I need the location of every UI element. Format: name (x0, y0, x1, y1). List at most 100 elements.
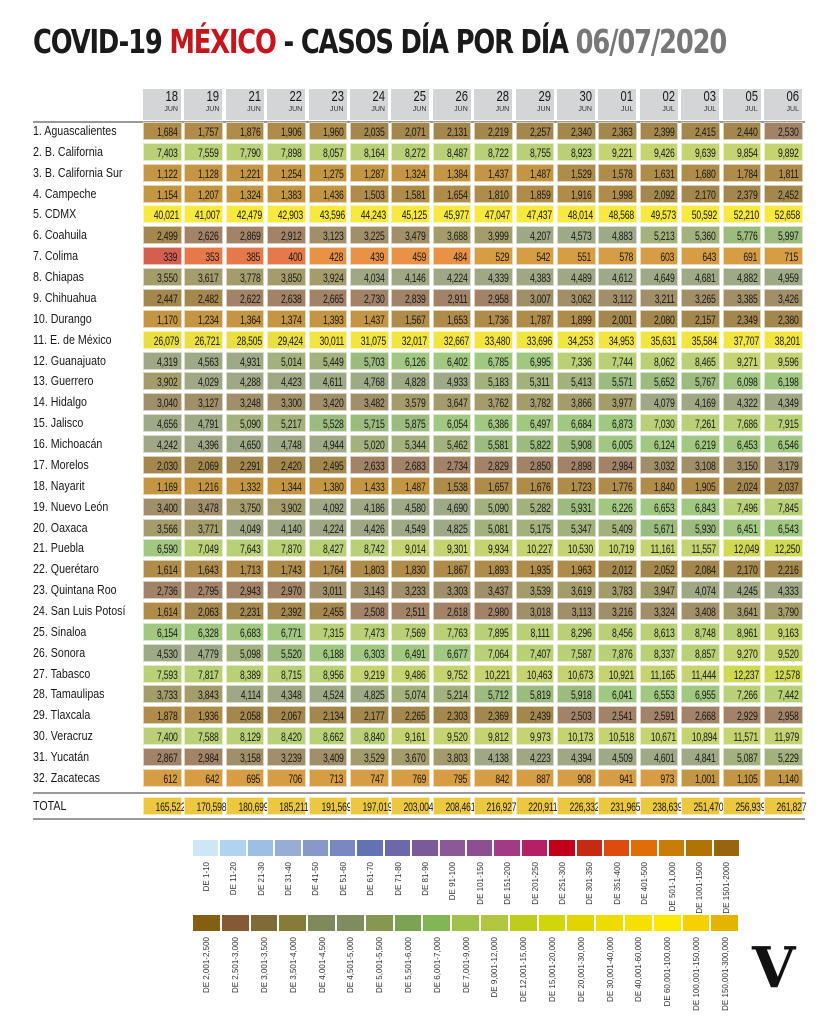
table-cell: 31,075 (350, 330, 389, 349)
cell-value: 2,134 (322, 709, 344, 724)
table-cell: 8,840 (350, 727, 389, 746)
cell-value: 3,566 (156, 521, 178, 536)
cell-value: 4,825 (363, 688, 385, 703)
cell-value: 7,559 (198, 145, 219, 160)
table-cell: 2,499 (143, 226, 182, 245)
table-cell: 5,213 (639, 226, 679, 245)
table-cell: 3,688 (432, 226, 472, 245)
table-cell: 7,315 (308, 622, 348, 641)
cell-value: 10,921 (609, 667, 635, 682)
table-cell: 5,997 (764, 226, 803, 245)
header-day: 06 (786, 88, 799, 105)
header-day: 02 (662, 88, 675, 105)
row-label: 17. Morelos (33, 456, 89, 472)
table-cell: 1,803 (350, 560, 389, 579)
row-label: 28. Tamaulipas (33, 686, 105, 702)
table-cell: 52,210 (722, 205, 762, 224)
table-cell: 3,647 (432, 393, 472, 412)
table-cell: 8,662 (308, 727, 348, 746)
legend-swatch (423, 915, 451, 931)
table-cell: 6,402 (432, 351, 472, 370)
cell-value: 4,114 (240, 688, 261, 703)
cell-value: 7,790 (239, 145, 261, 160)
table-cell: 4,207 (515, 226, 555, 245)
legend-swatch (494, 840, 520, 856)
cell-value: 3,733 (156, 688, 178, 703)
table-cell: 1,657 (474, 476, 513, 495)
cell-value: 5,175 (529, 521, 551, 536)
cell-value: 2,063 (198, 605, 219, 619)
legend-label: DE 41-50 (311, 862, 321, 896)
table-cell: 5,183 (474, 372, 513, 391)
cell-value: 5,930 (695, 521, 716, 536)
cell-value: 1,657 (488, 479, 509, 494)
cell-value: 4,524 (322, 688, 344, 703)
table-cell: 3,225 (350, 226, 389, 245)
table-cell: 4,580 (391, 497, 430, 516)
row-label: 19. Nuevo León (33, 498, 109, 514)
cell-value: 6,054 (446, 417, 468, 432)
cell-value: 2,052 (653, 563, 675, 578)
cell-value: 3,426 (777, 291, 799, 306)
legend-swatch (658, 840, 685, 856)
table-cell: 6,041 (598, 685, 637, 704)
cell-value: 3,924 (322, 271, 344, 286)
cell-value: 3,550 (156, 271, 178, 286)
table-cell: 2,668 (681, 706, 720, 725)
table-cell: 8,956 (308, 664, 348, 683)
cell-value: 52,210 (733, 208, 759, 223)
table-cell: 3,999 (474, 226, 513, 245)
cell-value: 6,226 (612, 500, 633, 515)
table-cell: 2,495 (308, 455, 348, 474)
table-cell: 3,478 (184, 497, 223, 516)
table-cell: 941 (598, 768, 637, 787)
cell-value: 11,165 (650, 667, 675, 682)
cell-value: 9,014 (405, 542, 426, 557)
table-cell: 1,538 (432, 476, 472, 495)
table-cell: 4,339 (474, 268, 513, 287)
table-cell: 1,169 (143, 476, 182, 495)
table-cell: 6,995 (515, 351, 555, 370)
legend-swatch (275, 840, 301, 856)
cell-value: 4,383 (529, 271, 551, 286)
cell-value: 49,573 (650, 208, 676, 223)
cell-value: 6,546 (777, 438, 799, 453)
table-cell: 3,866 (557, 393, 596, 412)
cell-value: 1,906 (281, 125, 302, 139)
cell-value: 3,324 (653, 605, 675, 619)
table-cell: 10,173 (557, 727, 596, 746)
cell-value: 38,201 (774, 333, 800, 348)
cell-value: 7,496 (736, 500, 758, 515)
table-cell: 7,559 (184, 142, 223, 161)
cell-value: 30,011 (319, 333, 344, 348)
table-cell: 3,750 (225, 497, 265, 516)
table-cell: 5,413 (557, 372, 596, 391)
cell-value: 3,539 (529, 584, 551, 599)
table-cell: 706 (267, 768, 306, 787)
column-header: 05 JUL (722, 89, 761, 120)
cell-value: 32,017 (402, 333, 428, 348)
table-cell: 5,449 (308, 351, 348, 370)
cell-value: 2,291 (239, 458, 261, 473)
table-cell: 1,105 (722, 768, 762, 787)
cell-value: 9,973 (529, 730, 551, 745)
table-cell: 251,470 (681, 797, 724, 815)
row-label: 27. Tabasco (33, 665, 91, 681)
cell-value: 1,757 (198, 125, 219, 139)
logo: V (752, 935, 796, 1001)
table-cell: 12,578 (764, 664, 803, 683)
cell-value: 4,649 (653, 271, 675, 286)
table-cell: 8,129 (225, 727, 265, 746)
cell-value: 4,207 (529, 229, 551, 244)
table-cell: 4,509 (598, 748, 637, 767)
table-cell: 6,219 (681, 435, 720, 454)
table-cell: 1,653 (432, 309, 472, 328)
row-label: 1. Aguascalientes (33, 123, 117, 138)
table-cell: 4,573 (557, 226, 596, 245)
table-cell: 2,265 (391, 706, 430, 725)
table-cell: 2,170 (681, 184, 720, 203)
header-month: JUN (288, 106, 303, 113)
table-cell: 10,671 (639, 727, 679, 746)
cell-value: 220,911 (527, 800, 557, 814)
table-cell: 4,333 (764, 581, 803, 600)
